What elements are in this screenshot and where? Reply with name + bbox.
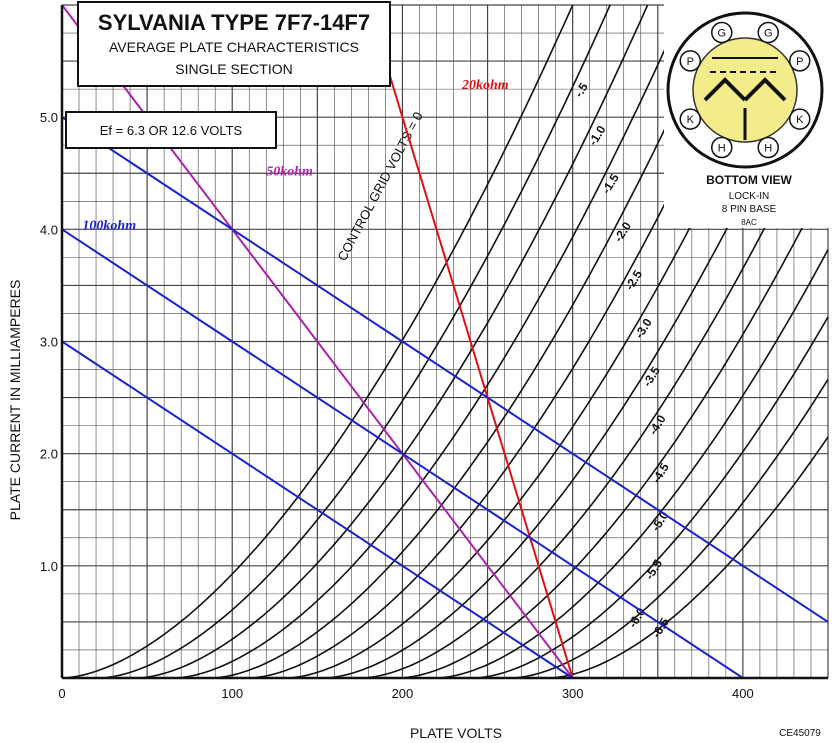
chart-subtitle-1: AVERAGE PLATE CHARACTERISTICS (109, 39, 359, 55)
chart-axes: 0 100 200 300 400 1.0 2.0 3.0 4.0 5.0 (40, 5, 828, 701)
base-pin (788, 108, 811, 130)
base-pin-label: G (764, 28, 773, 40)
curve-label: -4.0 (646, 412, 669, 437)
curve--4.5 (398, 177, 829, 679)
base-caption-1: BOTTOM VIEW (706, 173, 792, 187)
tube-base-diagram: G GP PK KH H BOTTOM VIEW LOCK-IN 8 PIN BASE … (664, 0, 836, 228)
curve-label: -1.0 (586, 123, 609, 148)
base-pin (757, 21, 779, 44)
base-yellow-disc (692, 37, 798, 143)
base-pin-label: K (796, 114, 804, 126)
curve-label: -5.5 (642, 557, 665, 582)
curve--2.0 (211, 4, 724, 679)
y-tick-label: 3.0 (40, 335, 58, 350)
curve-label: -3.0 (632, 316, 655, 341)
heater-note-frame (65, 111, 277, 149)
curve--1.0 (136, 4, 649, 679)
curve-label: -2.5 (622, 267, 645, 292)
base-pin-label: H (718, 142, 726, 154)
load-line-20kohm (367, 4, 574, 679)
curve--6.5 (548, 436, 829, 679)
x-tick-label: 300 (562, 686, 584, 701)
base-pin (711, 21, 733, 44)
curve--.5 (99, 4, 611, 679)
catalog-code: CE45079 (779, 728, 821, 739)
base-caption-4: 8AC (741, 218, 757, 227)
load-line-label: 20kohm (461, 78, 509, 93)
base-pin (679, 50, 702, 72)
y-axis-label: PLATE CURRENT IN MILLIAMPERES (7, 280, 23, 521)
x-tick-label: 200 (392, 686, 414, 701)
title-frame (77, 1, 391, 87)
heater-note-box: Ef = 6.3 OR 12.6 VOLTS (65, 111, 277, 149)
base-pin (788, 50, 811, 72)
load-line-blue-line-5ma (61, 116, 829, 623)
base-caption-3: 8 PIN BASE (722, 204, 777, 215)
x-tick-label: 400 (732, 686, 754, 701)
base-pin-label: P (687, 56, 694, 68)
load-line-blue-line-3ma (61, 340, 574, 679)
x-axis-label: PLATE VOLTS (410, 725, 502, 741)
y-tick-label: 1.0 (40, 559, 58, 574)
base-pin-label: G (717, 28, 726, 40)
base-pin-label: K (687, 114, 695, 126)
load-line-label: 100kohm (82, 218, 136, 233)
base-pin-label: H (764, 142, 772, 154)
x-tick-label: 100 (221, 686, 243, 701)
load-line-label: 50kohm (266, 164, 313, 179)
cathode-symbol-icon (703, 77, 787, 102)
curve-label: -1.5 (599, 171, 622, 196)
heater-note: Ef = 6.3 OR 12.6 VOLTS (100, 123, 243, 138)
curve-label: -2.0 (611, 219, 634, 244)
base-pin (711, 136, 733, 159)
base-pin (679, 108, 702, 130)
curve-0 (61, 4, 574, 679)
y-tick-label: 4.0 (40, 222, 58, 237)
base-pin-label: P (796, 56, 803, 68)
x-tick-label: 0 (58, 686, 65, 701)
curve--4.0 (361, 100, 829, 679)
y-tick-label: 2.0 (40, 447, 58, 462)
grid-volts-label: CONTROL GRID VOLTS = 0 (334, 109, 425, 263)
chart-title: SYLVANIA TYPE 7F7-14F7 (98, 10, 370, 35)
chart-subtitle-2: SINGLE SECTION (175, 61, 292, 77)
curve--6.0 (511, 378, 829, 679)
title-box: SYLVANIA TYPE 7F7-14F7 AVERAGE PLATE CHA… (77, 1, 391, 87)
curve--5.0 (436, 249, 829, 679)
load-line-100kohm (61, 228, 744, 679)
base-caption-2: LOCK-IN (729, 191, 770, 202)
curve-label: -.5 (572, 80, 591, 100)
base-pin (757, 136, 779, 159)
y-tick-label: 5.0 (40, 110, 58, 125)
curve--5.5 (473, 316, 829, 679)
curve-label: -3.5 (640, 364, 663, 389)
